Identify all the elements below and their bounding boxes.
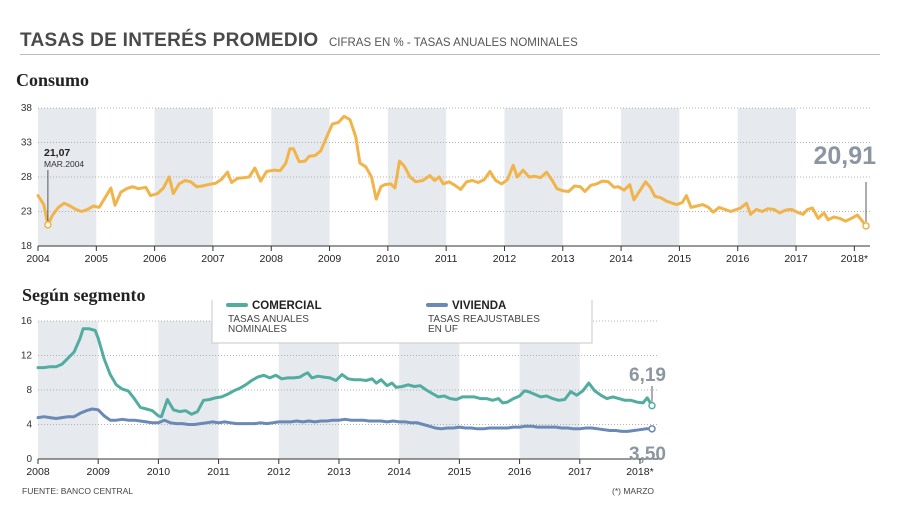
x-tick-label: 2009 [87,466,111,478]
x-tick-label: 2016 [508,466,532,478]
annotation-value-vivienda: 3,50 [629,444,666,465]
series-line-vivienda [36,407,654,433]
series-line-consumo [36,114,868,228]
annotation-marker [44,221,52,229]
x-tick-label: 2015 [668,253,692,265]
annotation-marker [648,425,656,433]
x-tick-label: 2008 [260,253,284,265]
chart-header: TASAS DE INTERÉS PROMEDIO CIFRAS EN % - … [20,30,578,52]
x-tick-label: 2014 [609,253,633,265]
x-tick-label: 2007 [201,253,225,265]
series-line-comercial [36,327,654,419]
x-tick-label: 2012 [493,253,517,265]
x-tick-label: 2015 [448,466,472,478]
chart-title: TASAS DE INTERÉS PROMEDIO [20,30,319,51]
x-tick-label: 2005 [85,253,109,265]
legend-box [211,300,593,344]
x-tick-label: 2018* [841,253,868,265]
legend-label: COMERCIAL [252,300,322,312]
year-band [737,108,797,246]
x-tick-label: 2017 [568,466,592,478]
annotation-date: MAR.2004 [44,159,84,169]
y-tick-label: 16 [21,316,33,327]
year-band [154,108,213,246]
year-band [271,108,330,246]
legend-description: TASAS ANUALES NOMINALES [228,314,309,335]
footer-note: (*) MARZO [612,486,655,496]
annotation-value: 21,07 [44,147,70,159]
annotation-marker [648,401,656,410]
legend-description: TASAS REAJUSTABLES EN UF [428,314,540,335]
header-rule [20,54,880,55]
x-tick-label: 2012 [267,466,291,478]
legend-label: VIVIENDA [452,300,506,312]
y-tick-label: 4 [26,420,32,431]
x-tick-label: 2004 [26,253,50,265]
annotation-value-comercial: 6,19 [629,365,666,386]
segmento-title: Según segmento [22,285,146,305]
x-tick-label: 2013 [551,253,575,265]
x-tick-label: 2011 [435,253,458,265]
x-tick-label: 2013 [327,466,351,478]
chart-subtitle: CIFRAS EN % - TASAS ANUALES NOMINALES [328,37,578,49]
y-tick-label: 0 [26,454,32,465]
y-tick-label: 12 [21,351,33,362]
consumo-chart: 18 23 28 33 38 2004 2005 2006 2007 2008 2009 2010 20… [21,103,876,265]
x-tick-label: 2011 [207,466,230,478]
x-tick-label: 2008 [26,466,50,478]
annotation-value-final: 20,91 [813,142,876,170]
y-tick-label: 38 [21,103,33,114]
x-tick-label: 2016 [726,253,750,265]
x-tick-label: 2017 [784,253,808,265]
y-tick-label: 18 [21,241,33,252]
x-tick-label: 2018* [626,466,653,478]
y-tick-label: 8 [26,385,32,396]
consumo-title: Consumo [16,70,90,90]
y-tick-label: 33 [21,138,33,149]
x-tick-label: 2014 [387,466,411,478]
segmento-chart: 0 4 8 12 16 2008 2009 2010 2011 2012 2013 2014 2015 2… [21,300,666,478]
x-tick-label: 2006 [143,253,167,265]
x-tick-label: 2009 [318,253,342,265]
annotation-marker [862,222,870,230]
y-tick-label: 28 [21,172,33,183]
y-tick-label: 23 [21,207,33,218]
footer-source: FUENTE: BANCO CENTRAL [22,486,133,496]
x-tick-label: 2010 [147,466,171,478]
x-tick-label: 2010 [376,253,400,265]
